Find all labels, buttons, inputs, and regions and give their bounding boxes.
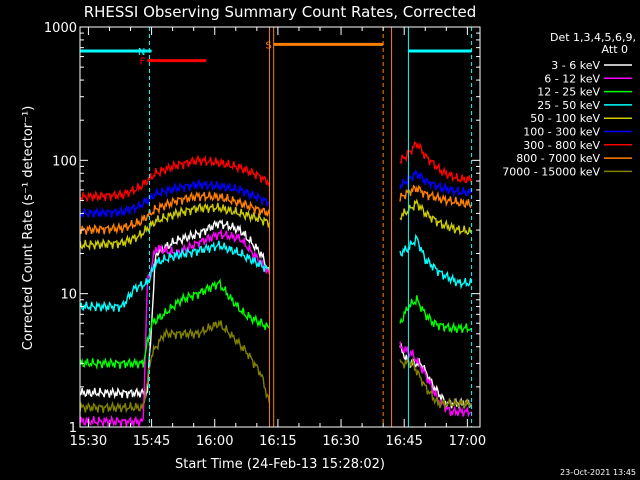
series-line-6-seg-0 — [79, 154, 271, 203]
legend-label: 12 - 25 keV — [537, 86, 600, 99]
x-tick-label: 16:45 — [385, 434, 422, 449]
legend-header-line-2: Att 0 — [602, 43, 628, 56]
series-line-4-seg-0 — [79, 202, 271, 251]
series-line-6-seg-1 — [399, 141, 473, 184]
flag-group: NF S — [80, 40, 472, 68]
y-tick-label: 1000 — [44, 21, 77, 36]
series-line-0-seg-0 — [79, 218, 271, 400]
series-line-3-seg-1 — [399, 233, 473, 290]
series-line-5-seg-1 — [399, 169, 473, 198]
y-tick-label: 1 — [69, 421, 77, 436]
series-line-7-seg-1 — [399, 184, 473, 209]
x-tick-label: 15:45 — [133, 434, 170, 449]
legend-label: 50 - 100 keV — [530, 112, 600, 125]
marker-group — [148, 27, 473, 427]
series-line-8-seg-1 — [399, 357, 472, 410]
series-group — [79, 141, 473, 428]
y-axis-label: Corrected Count Rate (s⁻¹ detector⁻¹) — [21, 106, 36, 351]
legend-label: 100 - 300 keV — [523, 126, 600, 139]
series-line-3-seg-0 — [79, 240, 271, 313]
x-axis-label: Start Time (24-Feb-13 15:28:02) — [175, 457, 385, 472]
y-tick-label: 10 — [60, 288, 77, 303]
legend-label: 3 - 6 keV — [551, 59, 600, 72]
footer-date: 23-Oct-2021 13:45 — [560, 468, 636, 477]
x-tick-label: 17:00 — [449, 434, 486, 449]
series-line-7-seg-0 — [79, 190, 271, 235]
axes-group: 1 10 100 1000 15:30 15:45 16:00 16:15 16:30 16:45… — [44, 21, 486, 449]
series-line-1-seg-1 — [399, 341, 473, 418]
flag-label-F: F — [140, 57, 146, 68]
series-line-2-seg-0 — [79, 278, 271, 371]
flag-label-S: S — [265, 40, 271, 51]
series-line-4-seg-1 — [399, 198, 472, 236]
legend-label: 25 - 50 keV — [537, 99, 600, 112]
x-tick-label: 15:30 — [70, 434, 107, 449]
legend-label: 7000 - 15000 keV — [502, 165, 600, 178]
plot-frame — [79, 26, 481, 428]
series-line-2-seg-1 — [399, 295, 472, 334]
x-tick-label: 16:15 — [259, 434, 296, 449]
legend-label: 6 - 12 keV — [544, 72, 600, 85]
y-tick-label: 100 — [52, 154, 77, 169]
x-tick-label: 16:30 — [322, 434, 359, 449]
series-line-8-seg-0 — [79, 319, 271, 414]
series-line-5-seg-0 — [79, 178, 270, 219]
legend-header-line-1: Det 1,3,4,5,6,9, — [550, 31, 636, 44]
flag-label-N: N — [138, 47, 145, 58]
legend-label: 800 - 7000 keV — [516, 152, 600, 165]
legend-label: 300 - 800 keV — [523, 139, 600, 152]
chart-title: RHESSI Observing Summary Count Rates, Co… — [84, 3, 477, 21]
x-tick-label: 16:00 — [196, 434, 233, 449]
